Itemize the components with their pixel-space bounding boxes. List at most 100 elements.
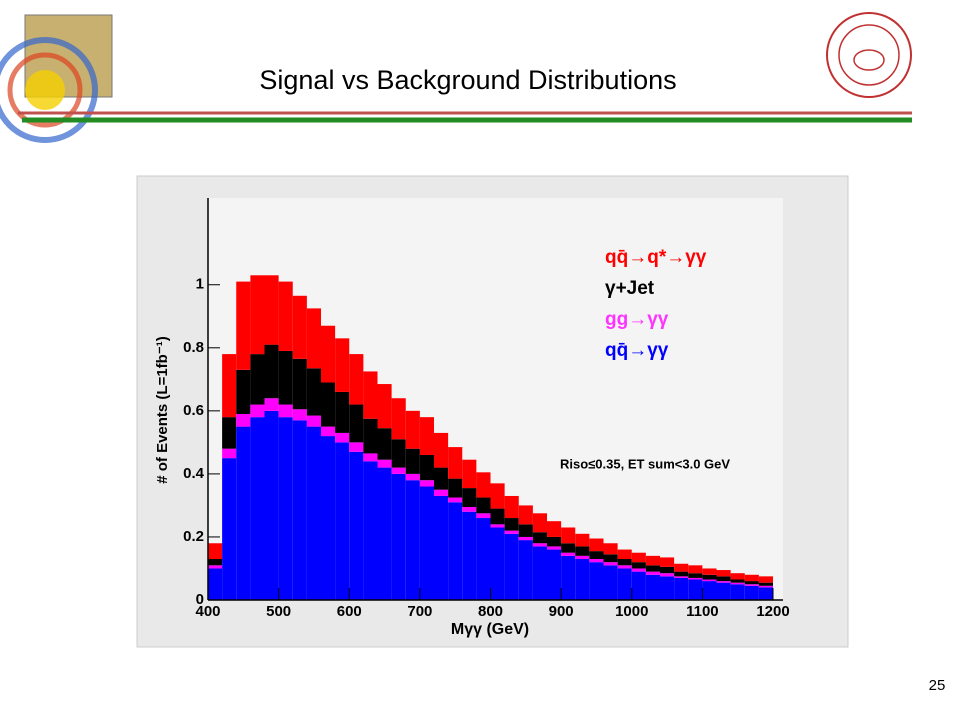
histogram-segment xyxy=(758,587,773,600)
histogram-segment xyxy=(434,432,449,468)
histogram-segment xyxy=(264,275,279,345)
histogram-segment xyxy=(688,579,703,600)
histogram-segment xyxy=(660,576,675,600)
histogram-segment xyxy=(321,426,336,437)
histogram-segment xyxy=(419,480,434,487)
y-tick-label: 0.4 xyxy=(183,465,205,482)
histogram-segment xyxy=(547,536,562,547)
histogram-segment xyxy=(660,566,675,574)
histogram-segment xyxy=(688,565,703,574)
histogram-segment xyxy=(405,448,420,474)
histogram-segment xyxy=(292,409,307,421)
y-tick-label: 1 xyxy=(196,276,204,293)
histogram-segment xyxy=(278,281,293,351)
histogram-segment xyxy=(236,426,251,600)
histogram-segment xyxy=(292,420,307,600)
histogram-segment xyxy=(617,559,632,566)
histogram-segment xyxy=(518,524,533,537)
histogram-segment xyxy=(561,555,576,600)
histogram-segment xyxy=(518,540,533,600)
histogram-segment xyxy=(504,495,519,519)
histogram-segment xyxy=(434,467,449,490)
y-tick-label: 0.6 xyxy=(183,402,204,419)
histogram-segment xyxy=(674,576,689,578)
histogram-segment xyxy=(405,410,420,449)
histogram-segment xyxy=(222,448,237,459)
histogram-segment xyxy=(476,472,491,498)
histogram-segment xyxy=(532,543,547,547)
histogram-segment xyxy=(702,574,717,580)
histogram-segment xyxy=(631,552,646,563)
histogram-segment xyxy=(702,568,717,575)
histogram-segment xyxy=(547,549,562,600)
histogram-segment xyxy=(335,432,350,443)
histogram-segment xyxy=(603,554,618,563)
histogram-segment xyxy=(419,417,434,455)
histogram-segment xyxy=(504,518,519,531)
annotation: Riso≤0.35, ET sum<3.0 GeV xyxy=(560,456,730,471)
histogram-segment xyxy=(363,453,378,462)
histogram-segment xyxy=(250,354,265,405)
histogram-segment xyxy=(462,459,477,489)
histogram-segment xyxy=(589,538,604,552)
histogram-segment xyxy=(391,473,406,600)
x-tick-label: 900 xyxy=(549,603,574,620)
histogram-segment xyxy=(208,559,223,566)
x-tick-label: 700 xyxy=(407,603,432,620)
histogram-segment xyxy=(434,495,449,600)
histogram-segment xyxy=(349,451,364,600)
histogram-segment xyxy=(419,486,434,600)
histogram-segment xyxy=(589,562,604,600)
university-logo xyxy=(826,12,912,98)
histogram-segment xyxy=(264,398,279,411)
histogram-segment xyxy=(377,428,392,460)
histogram-segment xyxy=(490,483,505,509)
histogram-segment xyxy=(292,358,307,410)
histogram-segment xyxy=(744,574,759,582)
histogram-segment xyxy=(222,417,237,449)
histogram-segment xyxy=(631,571,646,600)
histogram-segment xyxy=(208,543,223,560)
histogram-segment xyxy=(758,576,773,583)
histogram-segment xyxy=(306,308,321,369)
y-tick-label: 0.8 xyxy=(183,339,204,356)
histogram-segment xyxy=(236,281,251,370)
histogram-segment xyxy=(547,521,562,537)
page-number: 25 xyxy=(929,677,946,694)
histogram-segment xyxy=(377,467,392,600)
histogram-segment xyxy=(702,579,717,582)
histogram-segment xyxy=(617,565,632,569)
histogram-segment xyxy=(349,442,364,452)
histogram-segment xyxy=(532,546,547,600)
histogram-segment xyxy=(674,571,689,577)
histogram-segment xyxy=(490,524,505,528)
histogram-segment xyxy=(744,581,759,585)
histogram-segment xyxy=(476,513,491,519)
histogram-segment xyxy=(448,497,463,503)
histogram-segment xyxy=(250,417,265,600)
histogram-segment xyxy=(660,557,675,567)
histogram-segment xyxy=(575,559,590,600)
histogram-segment xyxy=(208,568,223,600)
histogram-segment xyxy=(448,502,463,600)
histogram-segment xyxy=(490,508,505,525)
histogram-segment xyxy=(462,507,477,512)
histogram-segment xyxy=(476,518,491,600)
histogram-segment xyxy=(575,546,590,556)
histogram-segment xyxy=(363,418,378,454)
y-tick-label: 0.2 xyxy=(183,528,204,545)
histogram-segment xyxy=(264,344,279,399)
histogram-segment xyxy=(250,404,265,418)
histogram-segment xyxy=(561,527,576,544)
histogram-segment xyxy=(292,295,307,359)
histogram-segment xyxy=(490,527,505,600)
histogram-segment xyxy=(688,577,703,580)
histogram-segment xyxy=(405,473,420,481)
histogram-segment xyxy=(758,585,773,588)
histogram-segment xyxy=(250,275,265,355)
histogram-segment xyxy=(419,454,434,481)
histogram-segment xyxy=(603,562,618,566)
histogram-segment xyxy=(321,325,336,383)
histogram-segment xyxy=(660,573,675,577)
